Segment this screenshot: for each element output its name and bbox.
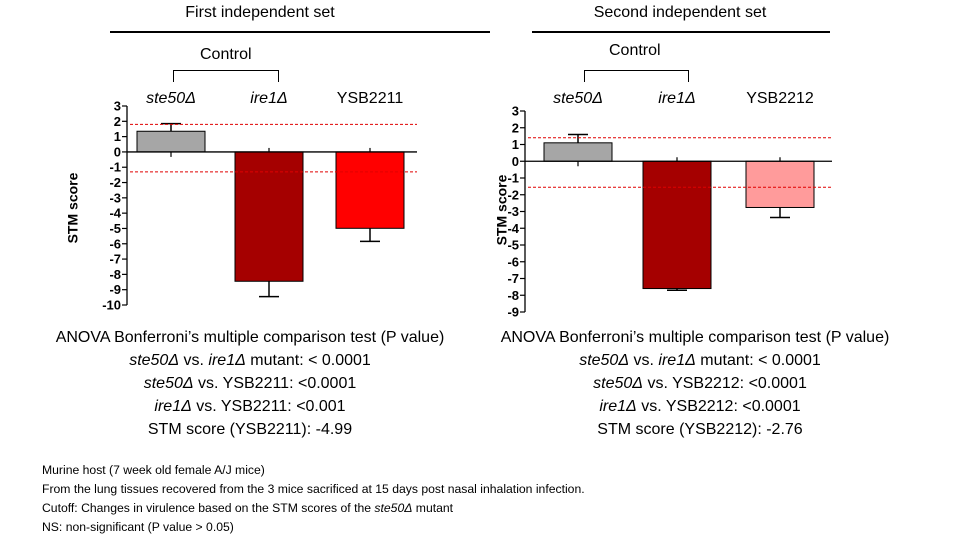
stats-line: ire1Δ vs. YSB2211: <0.001 [154,398,346,415]
y-tick-label: -8 [507,288,519,303]
title-underline [532,31,830,33]
chart-panel-first-set: First independent set Control ste50Δ ire… [50,0,490,440]
y-tick-label: -9 [109,282,121,297]
category-label-ste50: ste50Δ [146,90,196,107]
control-label: Control [609,42,661,59]
stats-line: ste50Δ vs. YSB2212: <0.0001 [593,375,807,392]
statistics-block: ANOVA Bonferroni’s multiple comparison t… [40,326,460,441]
bar-1 [543,142,613,162]
bar-2 [642,160,712,290]
y-tick-label: -3 [507,204,519,219]
y-tick-label: -6 [507,254,519,269]
footnote-line: From the lung tissues recovered from the… [42,482,585,496]
panel-title: Second independent set [593,4,767,21]
y-tick-label: -7 [109,252,121,267]
stats-line: ste50Δ vs. YSB2211: <0.0001 [143,375,357,392]
panel-title: First independent set [185,4,335,21]
y-tick-label: -6 [109,236,121,251]
stats-heading: ANOVA Bonferroni’s multiple comparison t… [55,329,445,346]
bar-2 [234,151,304,282]
y-tick-label: -8 [109,267,121,282]
bar-3 [745,160,815,208]
stats-line: ire1Δ vs. YSB2212: <0.0001 [599,398,801,415]
control-bracket [173,70,279,82]
y-tick-label: -4 [109,206,121,221]
bar-3 [335,151,405,229]
category-label-ste50: ste50Δ [553,90,603,107]
y-tick-label: -7 [507,271,519,286]
y-tick-label: -5 [109,221,121,236]
y-tick-label: -10 [102,298,121,313]
stats-heading: ANOVA Bonferroni’s multiple comparison t… [500,329,890,346]
y-tick-label: 3 [114,99,121,114]
chart-panel-second-set: Second independent set Control ste50Δ ir… [480,0,920,440]
y-tick-label: -1 [507,171,519,186]
bar-chart-second-set: 32 1 0 -1-2 -3 -4 -5-6 -7 -8 -9 [507,104,832,320]
y-tick-label: -3 [109,190,121,205]
footnotes: Murine host (7 week old female A/J mice)… [42,461,585,537]
footnote-line: Cutoff: Changes in virulence based on th… [42,501,454,515]
y-tick-label: 1 [512,137,519,152]
y-tick-label: -2 [109,175,121,190]
category-label-ire1: ire1Δ [658,90,696,107]
y-tick-label: 0 [512,154,519,169]
category-label-ysb2212: YSB2212 [746,90,814,107]
y-tick-label: 2 [114,114,121,129]
y-tick-label: 2 [512,120,519,135]
footnote-line: Murine host (7 week old female A/J mice) [42,463,265,477]
stats-line: ste50Δ vs. ire1Δ mutant: < 0.0001 [579,352,821,369]
stats-line: STM score (YSB2212): -2.76 [597,421,803,438]
y-tick-label: -4 [507,221,519,236]
y-tick-label: -9 [507,305,519,320]
y-tick-label: 3 [512,104,519,119]
y-tick-label: -1 [109,160,121,175]
y-tick-label: 1 [114,129,121,144]
control-label: Control [200,46,252,63]
category-label-ysb2211: YSB2211 [336,90,404,107]
control-bracket [584,70,689,82]
bar-1 [136,130,206,153]
statistics-block: ANOVA Bonferroni’s multiple comparison t… [480,326,920,441]
stats-line: ste50Δ vs. ire1Δ mutant: < 0.0001 [129,352,371,369]
category-label-ire1: ire1Δ [250,90,288,107]
footnote-line: NS: non-significant (P value > 0.05) [42,520,234,534]
y-tick-label: -2 [507,187,519,202]
title-underline [110,31,490,33]
y-tick-label: 0 [114,144,121,159]
y-tick-label: -5 [507,238,519,253]
stats-line: STM score (YSB2211): -4.99 [147,421,353,438]
